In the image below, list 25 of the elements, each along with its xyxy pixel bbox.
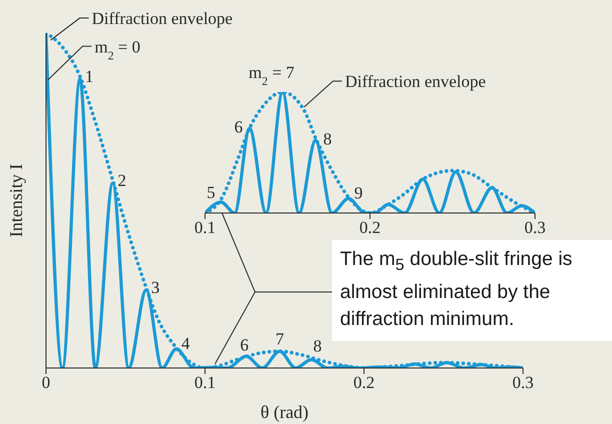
annotation: 4 (181, 334, 190, 353)
annotation: 6 (234, 117, 243, 136)
x-axis-title: θ (rad) (260, 402, 309, 422)
x-tick-label: 0 (42, 373, 50, 392)
x-tick-label: 0.1 (194, 373, 216, 392)
annotation: 6 (240, 335, 249, 354)
annotation: 1 (85, 66, 94, 86)
annotation: 7 (275, 329, 284, 348)
y-axis-title: Intensity I (6, 164, 26, 238)
annotation: 3 (151, 278, 160, 297)
x-tick-label: 0.1 (194, 218, 216, 238)
annotation: 9 (354, 183, 363, 202)
annotation: Diffraction envelope (345, 72, 486, 92)
annotation: Diffraction envelope (92, 9, 233, 28)
x-tick-label: 0.2 (359, 218, 381, 238)
annotation: The m$_{5}$ double-slit fringe is almost eliminated by the diffraction minimum. (340, 247, 574, 332)
x-tick-label: 0.3 (512, 373, 534, 392)
annotation: 2 (118, 171, 126, 190)
annotation: m$_{2}$ = 7 (248, 63, 295, 88)
x-tick-label: 0.3 (524, 218, 546, 238)
annotation: 8 (323, 129, 332, 148)
annotation: 8 (313, 336, 322, 356)
annotation: m$_{2}$ = 0 (94, 37, 140, 62)
annotation: 5 (206, 183, 216, 202)
x-tick-label: 0.2 (353, 373, 375, 392)
